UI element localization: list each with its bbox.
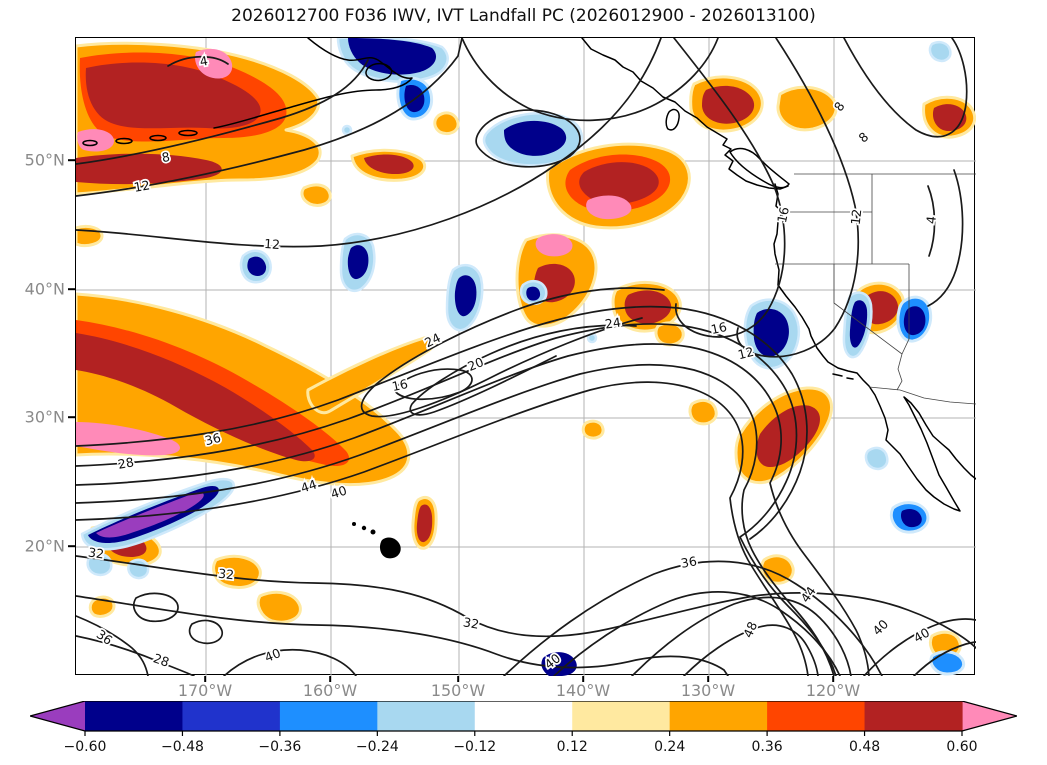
state-borders bbox=[775, 173, 976, 405]
shaded-negative-anomalies bbox=[80, 38, 966, 676]
colorbar-tick-label: −0.12 bbox=[453, 739, 497, 755]
x-tick-mark bbox=[582, 676, 584, 682]
map-plot-area: 4 8 12 12 24 20 16 24 16 12 16 12 4 8 8 36 28 44 40 32 32 36 2… bbox=[75, 37, 976, 676]
contour-label: 12 bbox=[264, 236, 281, 252]
x-tick-label: 130°W bbox=[680, 681, 736, 700]
aleutian-island bbox=[82, 139, 98, 147]
contour-label: 24 bbox=[604, 314, 622, 331]
contour-label: 36 bbox=[203, 430, 222, 448]
y-tick-label: 30°N bbox=[24, 407, 65, 427]
big-island bbox=[379, 537, 401, 559]
colorbar-segment bbox=[669, 701, 768, 731]
colorbar-segment bbox=[85, 701, 184, 731]
contour-label: 40 bbox=[869, 616, 891, 638]
y-tick-label: 50°N bbox=[24, 150, 65, 170]
colorbar-tick-label: 0.12 bbox=[556, 739, 588, 755]
colorbar-tick-label: 0.48 bbox=[848, 739, 881, 755]
iwv-contours bbox=[76, 38, 976, 676]
contour-label: 48 bbox=[740, 619, 760, 640]
shaded-positive-anomalies bbox=[76, 41, 976, 660]
x-tick-label: 160°W bbox=[302, 681, 358, 700]
colorbar-tick-label: 0.60 bbox=[946, 739, 978, 755]
colorbar-segment bbox=[767, 701, 866, 731]
contour-label: 32 bbox=[217, 566, 234, 583]
x-tick-mark bbox=[329, 676, 331, 682]
channel-islands bbox=[832, 373, 854, 380]
x-tick-mark bbox=[707, 676, 709, 682]
hawaiian-islands bbox=[352, 522, 401, 559]
colorbar-segment bbox=[182, 701, 281, 731]
chart-title: 2026012700 F036 IWV, IVT Landfall PC (20… bbox=[231, 6, 816, 26]
colorbar-tick-label: 0.36 bbox=[751, 739, 783, 755]
colorbar-tick-label: −0.48 bbox=[160, 739, 204, 755]
colorbar-under-arrow bbox=[30, 701, 85, 731]
aleutian-island bbox=[149, 134, 167, 142]
contour-label: 16 bbox=[390, 376, 409, 394]
x-tick-label: 170°W bbox=[177, 681, 233, 700]
contour-label: 40 bbox=[329, 482, 349, 501]
y-tick-mark bbox=[68, 416, 75, 418]
coastline-us-west-mexico bbox=[773, 183, 976, 512]
contour-label: 44 bbox=[299, 476, 319, 495]
haida-gwaii bbox=[665, 108, 680, 131]
y-tick-label: 40°N bbox=[24, 279, 65, 299]
contour-label: 32 bbox=[462, 614, 480, 632]
x-tick-label: 140°W bbox=[555, 681, 611, 700]
y-tick-mark bbox=[68, 159, 75, 161]
colorbar-tick-label: 0.24 bbox=[654, 739, 686, 755]
colorbar-tick-label: −0.36 bbox=[258, 739, 302, 755]
coastline-alaska bbox=[213, 38, 413, 129]
contour-label: 32 bbox=[87, 544, 105, 561]
contour-label: 12 bbox=[133, 177, 151, 195]
colorbar-ticks bbox=[84, 731, 963, 736]
x-tick-mark bbox=[457, 676, 459, 682]
contour-label: 12 bbox=[848, 208, 865, 225]
colorbar-segments bbox=[85, 701, 963, 731]
y-tick-label: 20°N bbox=[24, 536, 65, 556]
colorbar: −0.60 −0.48 −0.36 −0.24 −0.12 0.12 0.24 0.36 0.4… bbox=[27, 700, 1020, 761]
y-tick-mark bbox=[68, 288, 75, 290]
x-tick-label: 150°W bbox=[430, 681, 486, 700]
kodiak-island bbox=[365, 62, 393, 82]
colorbar-tick-label: −0.24 bbox=[355, 739, 399, 755]
contour-label: 28 bbox=[151, 650, 171, 670]
colorbar-segment bbox=[474, 701, 573, 731]
aleutian-island bbox=[178, 129, 198, 137]
contour-label: 12 bbox=[736, 344, 755, 362]
coastlines bbox=[82, 38, 976, 512]
vancouver-island bbox=[729, 147, 790, 189]
colorbar-tick-label: −0.60 bbox=[63, 739, 107, 755]
contour-label: 8 bbox=[855, 129, 871, 146]
colorbar-segment bbox=[864, 701, 963, 731]
y-tick-mark bbox=[68, 545, 75, 547]
x-tick-label: 120°W bbox=[805, 681, 861, 700]
contour-label: 16 bbox=[709, 319, 728, 337]
contour-label: 36 bbox=[680, 553, 698, 571]
x-tick-mark bbox=[832, 676, 834, 682]
contour-label: 40 bbox=[262, 645, 282, 665]
colorbar-canvas bbox=[27, 700, 1020, 736]
aleutian-island bbox=[115, 137, 133, 145]
x-tick-mark bbox=[204, 676, 206, 682]
contour-label: 16 bbox=[774, 205, 792, 224]
colorbar-over-arrow bbox=[962, 701, 1017, 731]
contour-label: 4 bbox=[923, 215, 939, 225]
colorbar-segment bbox=[279, 701, 378, 731]
contour-label: 28 bbox=[117, 454, 135, 472]
colorbar-segment bbox=[572, 701, 671, 731]
coastline-bc bbox=[581, 38, 789, 190]
colorbar-segment bbox=[377, 701, 476, 731]
